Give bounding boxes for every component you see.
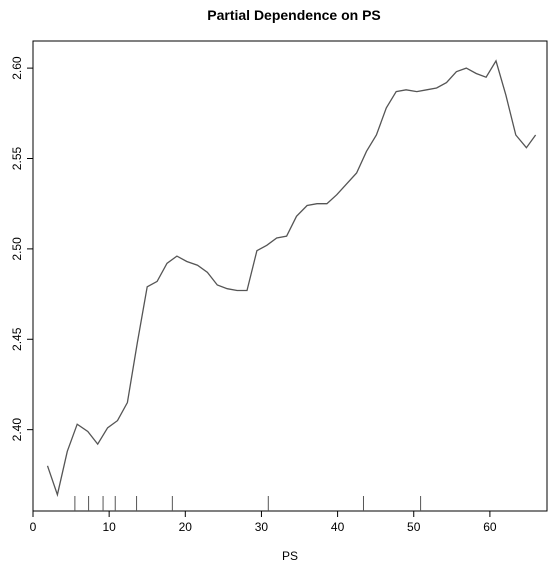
x-tick-label-5: 50	[407, 520, 421, 534]
series-group	[46, 59, 537, 498]
x-axis: 0 10 20 30 40 50 60	[30, 511, 497, 534]
x-tick-label-6: 60	[483, 520, 497, 534]
y-tick-label-0: 2.40	[10, 418, 24, 442]
chart-title: Partial Dependence on PS	[207, 7, 381, 23]
y-tick-label-2: 2.50	[10, 237, 24, 261]
y-axis: 2.40 2.45 2.50 2.55 2.60	[10, 56, 33, 441]
y-tick-label-1: 2.45	[10, 327, 24, 351]
x-tick-label-3: 30	[255, 520, 269, 534]
x-tick-label-2: 20	[179, 520, 193, 534]
rug-marks	[74, 496, 422, 511]
y-tick-label-3: 2.55	[10, 146, 24, 170]
x-axis-label: PS	[282, 549, 298, 563]
x-tick-label-0: 0	[30, 520, 37, 534]
plot-frame	[32, 40, 548, 512]
series-line-0	[46, 59, 537, 498]
x-tick-label-1: 10	[102, 520, 116, 534]
y-tick-label-4: 2.60	[10, 56, 24, 80]
x-tick-label-4: 40	[331, 520, 345, 534]
